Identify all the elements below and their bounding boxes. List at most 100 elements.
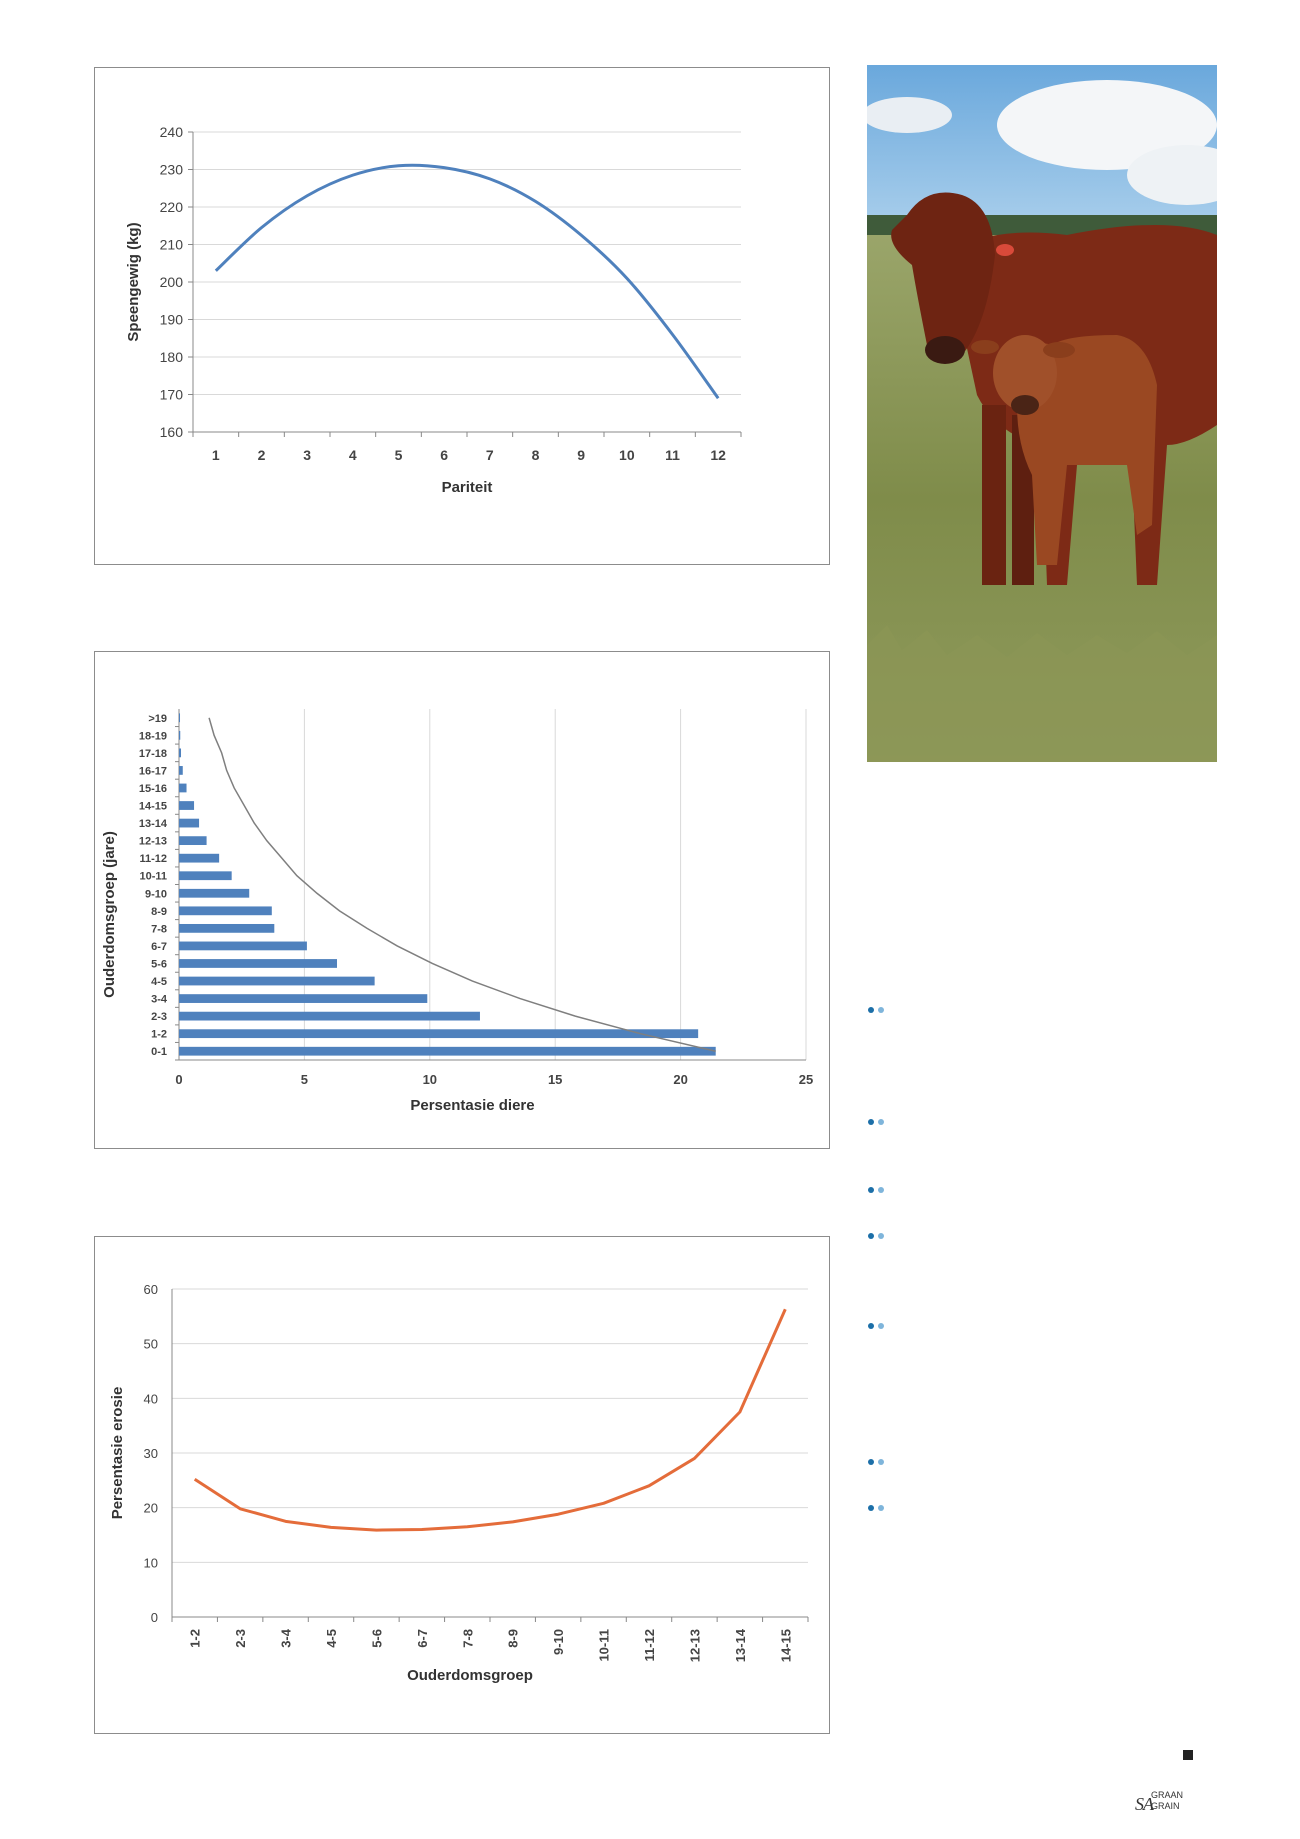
y-tick-label: 50	[144, 1337, 158, 1352]
x-axis-label: Ouderdomsgroep	[407, 1667, 533, 1684]
y-tick-label: 13-14	[139, 818, 168, 830]
y-tick-label: 60	[144, 1282, 158, 1297]
bar	[179, 713, 181, 723]
y-tick-label: 16-17	[139, 765, 167, 777]
y-tick-label: 8-9	[151, 906, 167, 918]
cloud	[1127, 145, 1217, 205]
y-tick-label: >19	[148, 713, 167, 725]
y-axis-label: Ouderdomsgroep (jare)	[101, 831, 118, 998]
trendline	[208, 717, 716, 1052]
x-tick-label: 6	[440, 447, 448, 463]
bullet-marker	[868, 1006, 888, 1014]
x-tick-label: 13-14	[733, 1628, 748, 1662]
bar	[179, 748, 182, 758]
y-tick-label: 210	[160, 237, 184, 253]
y-tick-label: 0	[151, 1610, 158, 1625]
bar	[179, 923, 275, 933]
x-tick-label: 5	[395, 447, 403, 463]
sa-graan-logo: SA GRAAN GRAIN	[1135, 1790, 1184, 1814]
y-tick-label: 220	[160, 199, 184, 215]
x-tick-label: 25	[799, 1072, 813, 1087]
x-tick-label: 10-11	[597, 1629, 612, 1662]
bar	[179, 959, 338, 968]
age-distribution-chart: 0 5 10 15 20 25 0-1 1-2 2-3 3-4 4-5 5-6 6-7 7-8 8-9 9-1…	[94, 651, 830, 1149]
y-axis-label: Persentasie erosie	[109, 1387, 126, 1520]
y-tick-label: 17-18	[139, 748, 167, 760]
y-tick-label: 230	[160, 162, 184, 178]
bar	[179, 730, 181, 740]
x-tick-label: 3	[303, 447, 311, 463]
bullet-marker	[868, 1504, 888, 1512]
y-tick-label: 7-8	[151, 923, 167, 935]
x-tick-label: 10	[619, 447, 635, 463]
y-tick-label: 240	[160, 124, 184, 140]
bar	[179, 1011, 480, 1021]
x-tick-label: 4-5	[324, 1629, 339, 1648]
x-tick-label: 1	[212, 447, 220, 463]
bar	[179, 1046, 716, 1056]
y-tick-label: 0-1	[151, 1046, 167, 1058]
x-tick-label: 10	[423, 1072, 437, 1087]
x-tick-label: 12-13	[687, 1629, 702, 1662]
y-axis-label: Speengewig (kg)	[125, 222, 142, 341]
y-tick-label: 15-16	[139, 783, 167, 795]
y-tick-label: 20	[144, 1501, 158, 1516]
x-tick-label: 2	[258, 447, 266, 463]
cow-head	[891, 192, 995, 359]
x-tick-label: 2-3	[233, 1629, 248, 1648]
bar	[179, 976, 375, 986]
bar	[179, 906, 272, 916]
y-tick-label: 190	[160, 312, 184, 328]
x-tick-label: 9	[577, 447, 585, 463]
bullet-marker	[868, 1232, 888, 1240]
x-tick-label: 12	[710, 447, 726, 463]
x-tick-label: 11-12	[642, 1629, 657, 1662]
y-tick-label: 40	[144, 1391, 158, 1406]
cow-muzzle	[925, 336, 965, 364]
y-tick-label: 18-19	[139, 730, 167, 742]
bar	[179, 783, 187, 793]
chart-2-svg: 0 5 10 15 20 25 0-1 1-2 2-3 3-4 4-5 5-6 6-7 7-8 8-9 9-1…	[101, 709, 813, 1114]
bullet-marker	[868, 1118, 888, 1126]
x-tick-label: 7	[486, 447, 494, 463]
y-tick-label: 9-10	[145, 888, 167, 900]
bullet-marker	[868, 1458, 888, 1466]
x-tick-label: 11	[665, 447, 680, 463]
y-tick-label: 10	[144, 1555, 158, 1570]
y-tick-label: 30	[144, 1446, 158, 1461]
calf-head	[993, 335, 1057, 411]
y-tick-label: 6-7	[151, 941, 167, 953]
speengewig-pariteit-chart: 160 170 180 190 200 210 220 230 240 1 2 3 4 5 6 7 8 9 10 11…	[94, 67, 830, 565]
bar	[179, 1029, 699, 1039]
series-line	[214, 163, 720, 400]
cloud	[867, 97, 952, 133]
cow-calf-photo	[867, 65, 1217, 762]
y-tick-label: 1-2	[151, 1029, 167, 1041]
chart-3-svg: 0 10 20 30 40 50 60 1-2 2-3 3-4 4-5 5-6 6-7 7-8 8-9 9-1…	[109, 1282, 809, 1684]
y-tick-label: 12-13	[139, 836, 167, 848]
x-tick-label: 6-7	[415, 1629, 430, 1648]
y-tick-label: 2-3	[151, 1011, 167, 1023]
x-tick-label: 14-15	[778, 1629, 793, 1662]
x-tick-label: 3-4	[279, 1628, 294, 1648]
x-tick-label: 1-2	[188, 1629, 203, 1648]
bar	[179, 871, 232, 881]
y-tick-label: 11-12	[139, 853, 167, 865]
y-tick-label: 160	[160, 424, 184, 440]
series-line	[193, 1308, 787, 1532]
erosion-by-age-chart: 0 10 20 30 40 50 60 1-2 2-3 3-4 4-5 5-6 6-7 7-8 8-9 9-1…	[94, 1236, 830, 1734]
y-tick-label: 5-6	[151, 958, 167, 970]
bar	[179, 994, 428, 1003]
bullet-marker	[868, 1186, 888, 1194]
bar	[179, 818, 200, 828]
bar	[179, 801, 195, 810]
ear-tag	[996, 244, 1014, 256]
y-tick-label: 200	[160, 274, 184, 290]
bar	[179, 853, 220, 863]
bar	[179, 888, 250, 898]
bar	[179, 766, 183, 775]
y-tick-label: 180	[160, 349, 184, 365]
end-of-article-square	[1183, 1750, 1193, 1760]
bar	[179, 836, 207, 846]
